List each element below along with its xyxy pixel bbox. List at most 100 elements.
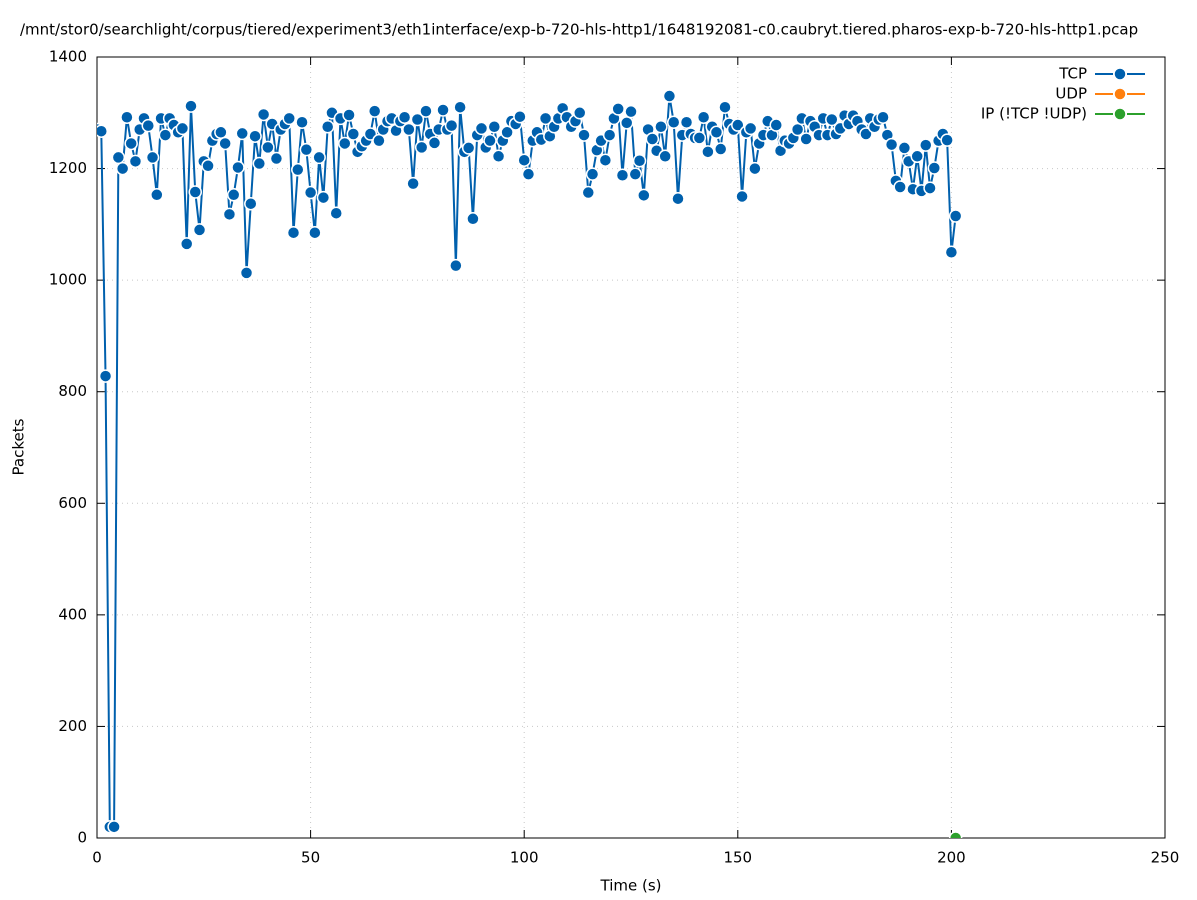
- data-point: [637, 188, 651, 203]
- data-point: [111, 150, 126, 165]
- data-point: [316, 190, 331, 205]
- data-point: [910, 149, 924, 164]
- data-point: [295, 115, 309, 130]
- x-tick-label: 150: [723, 849, 752, 867]
- legend-label: UDP: [1055, 85, 1087, 103]
- y-tick-label: 1400: [49, 48, 87, 66]
- y-tick-label: 800: [58, 382, 87, 400]
- legend-swatch: [1113, 67, 1127, 81]
- data-point: [893, 180, 907, 194]
- data-point: [825, 112, 839, 127]
- data-point: [474, 121, 489, 136]
- data-point: [120, 110, 134, 124]
- data-point: [731, 118, 745, 132]
- data-point: [487, 119, 502, 134]
- data-point: [303, 185, 318, 200]
- y-tick-label: 400: [58, 605, 87, 623]
- y-axis-label: Packets: [10, 418, 28, 475]
- data-point: [577, 128, 591, 142]
- data-point: [859, 127, 873, 141]
- data-point: [222, 207, 237, 222]
- data-point: [517, 153, 531, 167]
- data-point: [666, 115, 681, 130]
- data-point: [645, 132, 660, 146]
- data-point: [538, 111, 553, 126]
- data-point: [466, 212, 480, 226]
- data-point: [436, 103, 450, 117]
- data-point: [244, 196, 258, 211]
- data-point: [188, 185, 203, 199]
- data-point: [671, 191, 685, 206]
- data-point: [410, 112, 425, 127]
- data-point: [923, 181, 937, 195]
- data-point: [769, 118, 783, 132]
- data-point: [585, 167, 600, 181]
- legend-label: IP (!TCP !UDP): [981, 105, 1087, 123]
- x-tick-label: 100: [510, 849, 539, 867]
- y-tick-label: 0: [77, 829, 87, 847]
- data-point: [713, 142, 728, 156]
- data-point: [312, 150, 326, 165]
- data-point: [141, 118, 156, 133]
- data-point: [261, 140, 275, 155]
- data-point: [239, 266, 254, 280]
- data-point: [150, 188, 164, 202]
- data-point: [397, 110, 412, 124]
- data-point: [320, 119, 335, 134]
- data-point: [128, 154, 143, 169]
- data-point: [696, 110, 711, 124]
- data-point: [248, 129, 262, 143]
- series-line: [97, 95, 957, 828]
- data-point: [611, 102, 625, 116]
- data-point: [461, 141, 476, 155]
- data-point: [201, 159, 215, 173]
- data-point: [948, 209, 963, 223]
- data-point: [124, 136, 138, 151]
- data-point: [419, 104, 433, 118]
- data-point: [513, 109, 527, 124]
- data-point: [308, 225, 322, 240]
- data-point: [654, 119, 668, 134]
- data-point: [662, 89, 677, 103]
- x-tick-label: 200: [937, 849, 966, 867]
- x-tick-label: 0: [92, 849, 102, 867]
- data-point: [619, 116, 634, 130]
- data-point: [145, 150, 160, 165]
- data-point: [679, 115, 694, 130]
- data-point: [658, 149, 672, 164]
- data-point: [572, 106, 587, 120]
- data-point: [192, 223, 207, 237]
- data-point: [214, 125, 228, 140]
- data-point: [252, 156, 267, 171]
- data-point: [748, 161, 762, 176]
- data-point: [876, 110, 890, 124]
- x-axis-label: Time (s): [600, 877, 662, 895]
- x-tick-label: 250: [1151, 849, 1180, 867]
- series: [97, 89, 963, 834]
- data-point: [615, 168, 630, 183]
- data-point: [329, 206, 343, 220]
- data-point: [521, 167, 536, 181]
- y-tick-label: 1200: [49, 159, 87, 177]
- data-point: [107, 820, 121, 834]
- data-point: [927, 161, 942, 175]
- data-point: [944, 245, 959, 259]
- data-point: [346, 127, 361, 141]
- data-point: [628, 167, 643, 181]
- data-point: [367, 104, 382, 118]
- data-point: [406, 176, 420, 191]
- chart-title: /mnt/stor0/searchlight/corpus/tiered/exp…: [20, 21, 1138, 39]
- data-point: [342, 108, 356, 122]
- data-point: [709, 125, 724, 140]
- y-tick-label: 200: [58, 717, 87, 735]
- data-point: [402, 122, 416, 137]
- data-point: [483, 133, 497, 148]
- data-point: [286, 225, 301, 240]
- data-point: [231, 160, 245, 175]
- data-point: [184, 99, 198, 113]
- plot-frame: [96, 56, 1166, 839]
- data-point: [602, 128, 617, 142]
- data-point: [299, 142, 314, 157]
- data-point: [414, 140, 429, 155]
- data-point: [427, 136, 442, 150]
